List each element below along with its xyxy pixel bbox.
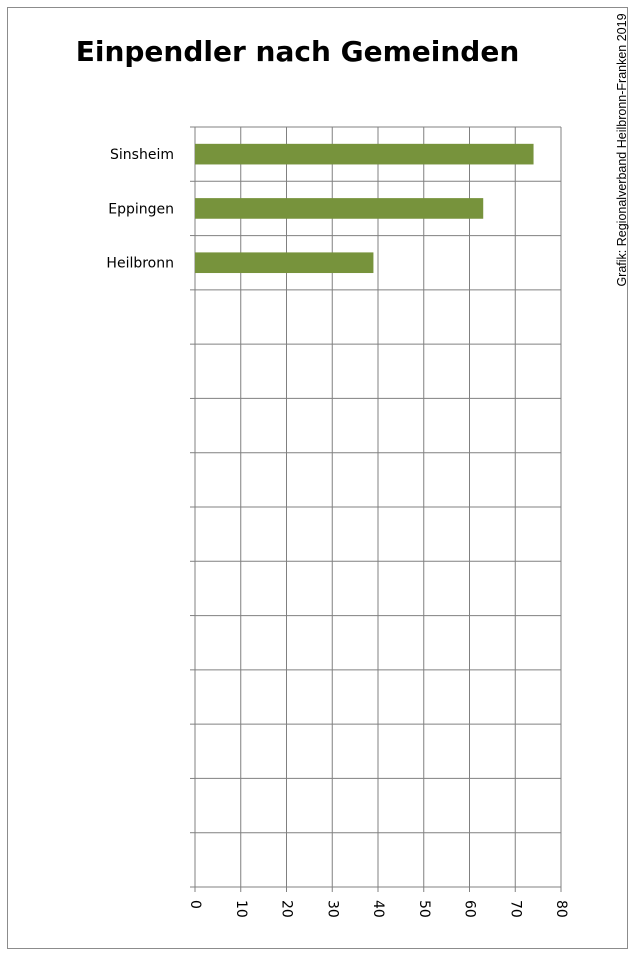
x-tick-label: 40	[370, 900, 386, 918]
x-tick-label: 20	[279, 900, 295, 918]
category-label: Sinsheim	[110, 147, 174, 163]
x-tick-label: 30	[324, 900, 340, 918]
x-tick-label: 70	[507, 900, 523, 918]
category-label: Eppingen	[108, 201, 174, 217]
x-tick-label: 0	[187, 900, 203, 909]
bar-sinsheim	[195, 143, 534, 165]
x-tick-label: 50	[416, 900, 432, 918]
x-tick-label: 80	[553, 900, 569, 918]
category-label: Heilbronn	[106, 256, 174, 272]
x-tick-label: 60	[462, 900, 478, 918]
x-tick-label: 10	[233, 900, 249, 918]
bar-heilbronn	[195, 252, 374, 274]
chart-title: Einpendler nach Gemeinden	[75, 35, 520, 68]
bar-eppingen	[195, 198, 484, 219]
